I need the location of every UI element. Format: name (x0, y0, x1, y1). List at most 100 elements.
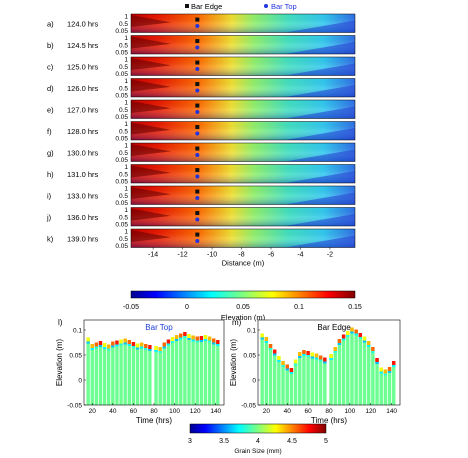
bar-layer (318, 359, 323, 362)
heatmap-frame (130, 13, 356, 33)
bar-top-point (195, 67, 200, 72)
bar (144, 344, 148, 405)
panel-letter: b) (47, 41, 54, 50)
heatmap-frame (130, 35, 356, 55)
elevation-colorbar-tick: 0.15 (348, 304, 362, 311)
bar-edge-point (195, 60, 200, 65)
x-tick-label: 100 (344, 408, 355, 415)
bar-top-point (195, 110, 200, 115)
panel-letter: m) (232, 318, 242, 327)
bar-layer (144, 348, 148, 350)
deep-water-wedge (285, 20, 355, 33)
grain-colorbar-tick: 3.5 (219, 438, 229, 445)
bar-cap (162, 342, 166, 347)
bar-layer (293, 363, 298, 366)
bar-layer (183, 336, 187, 338)
panel-time: 124.5 hrs (67, 41, 99, 50)
deep-water-wedge (285, 106, 355, 119)
y-tick-label: 0.5 (119, 150, 128, 157)
panel-time: 136.0 hrs (67, 213, 99, 222)
y-axis-label: Elevation (m) (229, 339, 238, 386)
bar-cap (371, 347, 375, 351)
bar-cap (86, 337, 90, 342)
y-tick-label: 0.5 (119, 21, 128, 28)
panel-letter: h) (47, 170, 54, 179)
bar-layer (191, 339, 195, 342)
bar (298, 352, 302, 405)
panel-time: 125.0 hrs (67, 62, 99, 71)
bar-edge-point (195, 103, 200, 108)
y-tick-label: 0.05 (115, 157, 128, 164)
bar-cap (337, 339, 342, 343)
y-tick-label: 0.05 (115, 243, 128, 250)
x-axis-label: Time (hrs) (311, 416, 347, 425)
bar-layer (289, 372, 294, 374)
panel-letter: k) (47, 234, 54, 243)
bar-cap (179, 333, 183, 338)
y-tick-label: 0.5 (119, 85, 128, 92)
y-tick-label: 0.5 (119, 171, 128, 178)
bar (127, 340, 131, 405)
bar-cap (366, 341, 371, 345)
elevation-colorbar-tick: 0.05 (236, 304, 250, 311)
bar (371, 347, 375, 405)
x-tick-label: -14 (148, 252, 158, 259)
heatmap-frame (130, 142, 356, 162)
panel-letter: c) (47, 62, 54, 71)
x-axis-label: Distance (m) (222, 259, 265, 268)
y-tick-label: 0.05 (115, 114, 128, 121)
bar (148, 345, 152, 405)
dark-deposit (131, 122, 171, 135)
bar-layer (158, 351, 162, 353)
heatmap-shade (131, 57, 355, 76)
chart-title: Bar Edge (317, 323, 351, 332)
x-tick-label: 140 (386, 408, 397, 415)
bar-cap (207, 336, 212, 341)
x-tick-label: 40 (284, 408, 292, 415)
bar-cap (123, 338, 127, 343)
y-tick-label: 1 (124, 229, 128, 236)
bar-cap (387, 367, 392, 371)
panel-time: 124.0 hrs (67, 19, 99, 28)
bar (158, 347, 162, 405)
y-tick-label: 0.5 (119, 128, 128, 135)
bar-layer (277, 360, 281, 362)
bar (162, 342, 166, 405)
bar (302, 350, 306, 405)
heatmap-panel: j) 136.0 hrs 10.50.05 (46, 207, 356, 229)
bar (170, 337, 175, 405)
heatmap-panel: k) 139.0 hrs 10.50.05 (47, 229, 356, 250)
bar-layer (354, 333, 358, 336)
x-tick-label: 80 (325, 408, 333, 415)
bar-cap (329, 354, 333, 358)
bar-layer (90, 348, 94, 350)
bar-layer (216, 344, 220, 346)
panel-letter: d) (47, 84, 54, 93)
y-tick-label: 0.05 (243, 353, 256, 360)
y-axis-label: Elevation (m) (55, 339, 64, 386)
elevation-colorbar: -0.05 0 0.05 0.1 0.15 Elevation (m) (123, 290, 362, 322)
bar-top-point (195, 217, 200, 222)
bar-top-point (195, 153, 200, 158)
heatmap-frame (130, 164, 356, 184)
bar-layer (350, 331, 354, 334)
bar (183, 332, 187, 405)
deep-water-wedge (285, 41, 355, 54)
y-tick-label: 1 (124, 35, 128, 42)
dark-deposit (131, 79, 171, 92)
heatmap-panel: f) 128.0 hrs 10.50.05 (47, 121, 356, 143)
x-tick-label: -4 (297, 252, 303, 259)
bar (341, 334, 346, 405)
bar-cap (127, 340, 131, 344)
deep-water-wedge (285, 235, 355, 248)
bar (346, 331, 350, 405)
bar-cap (119, 339, 123, 344)
panel-time: 126.0 hrs (67, 84, 99, 93)
bar-cap (174, 335, 179, 339)
bar-layer (107, 348, 111, 351)
bar-cap (115, 340, 119, 345)
bar (314, 353, 319, 405)
dark-deposit (131, 165, 171, 178)
x-tick-label: 20 (89, 408, 97, 415)
bar-cap (302, 350, 306, 354)
